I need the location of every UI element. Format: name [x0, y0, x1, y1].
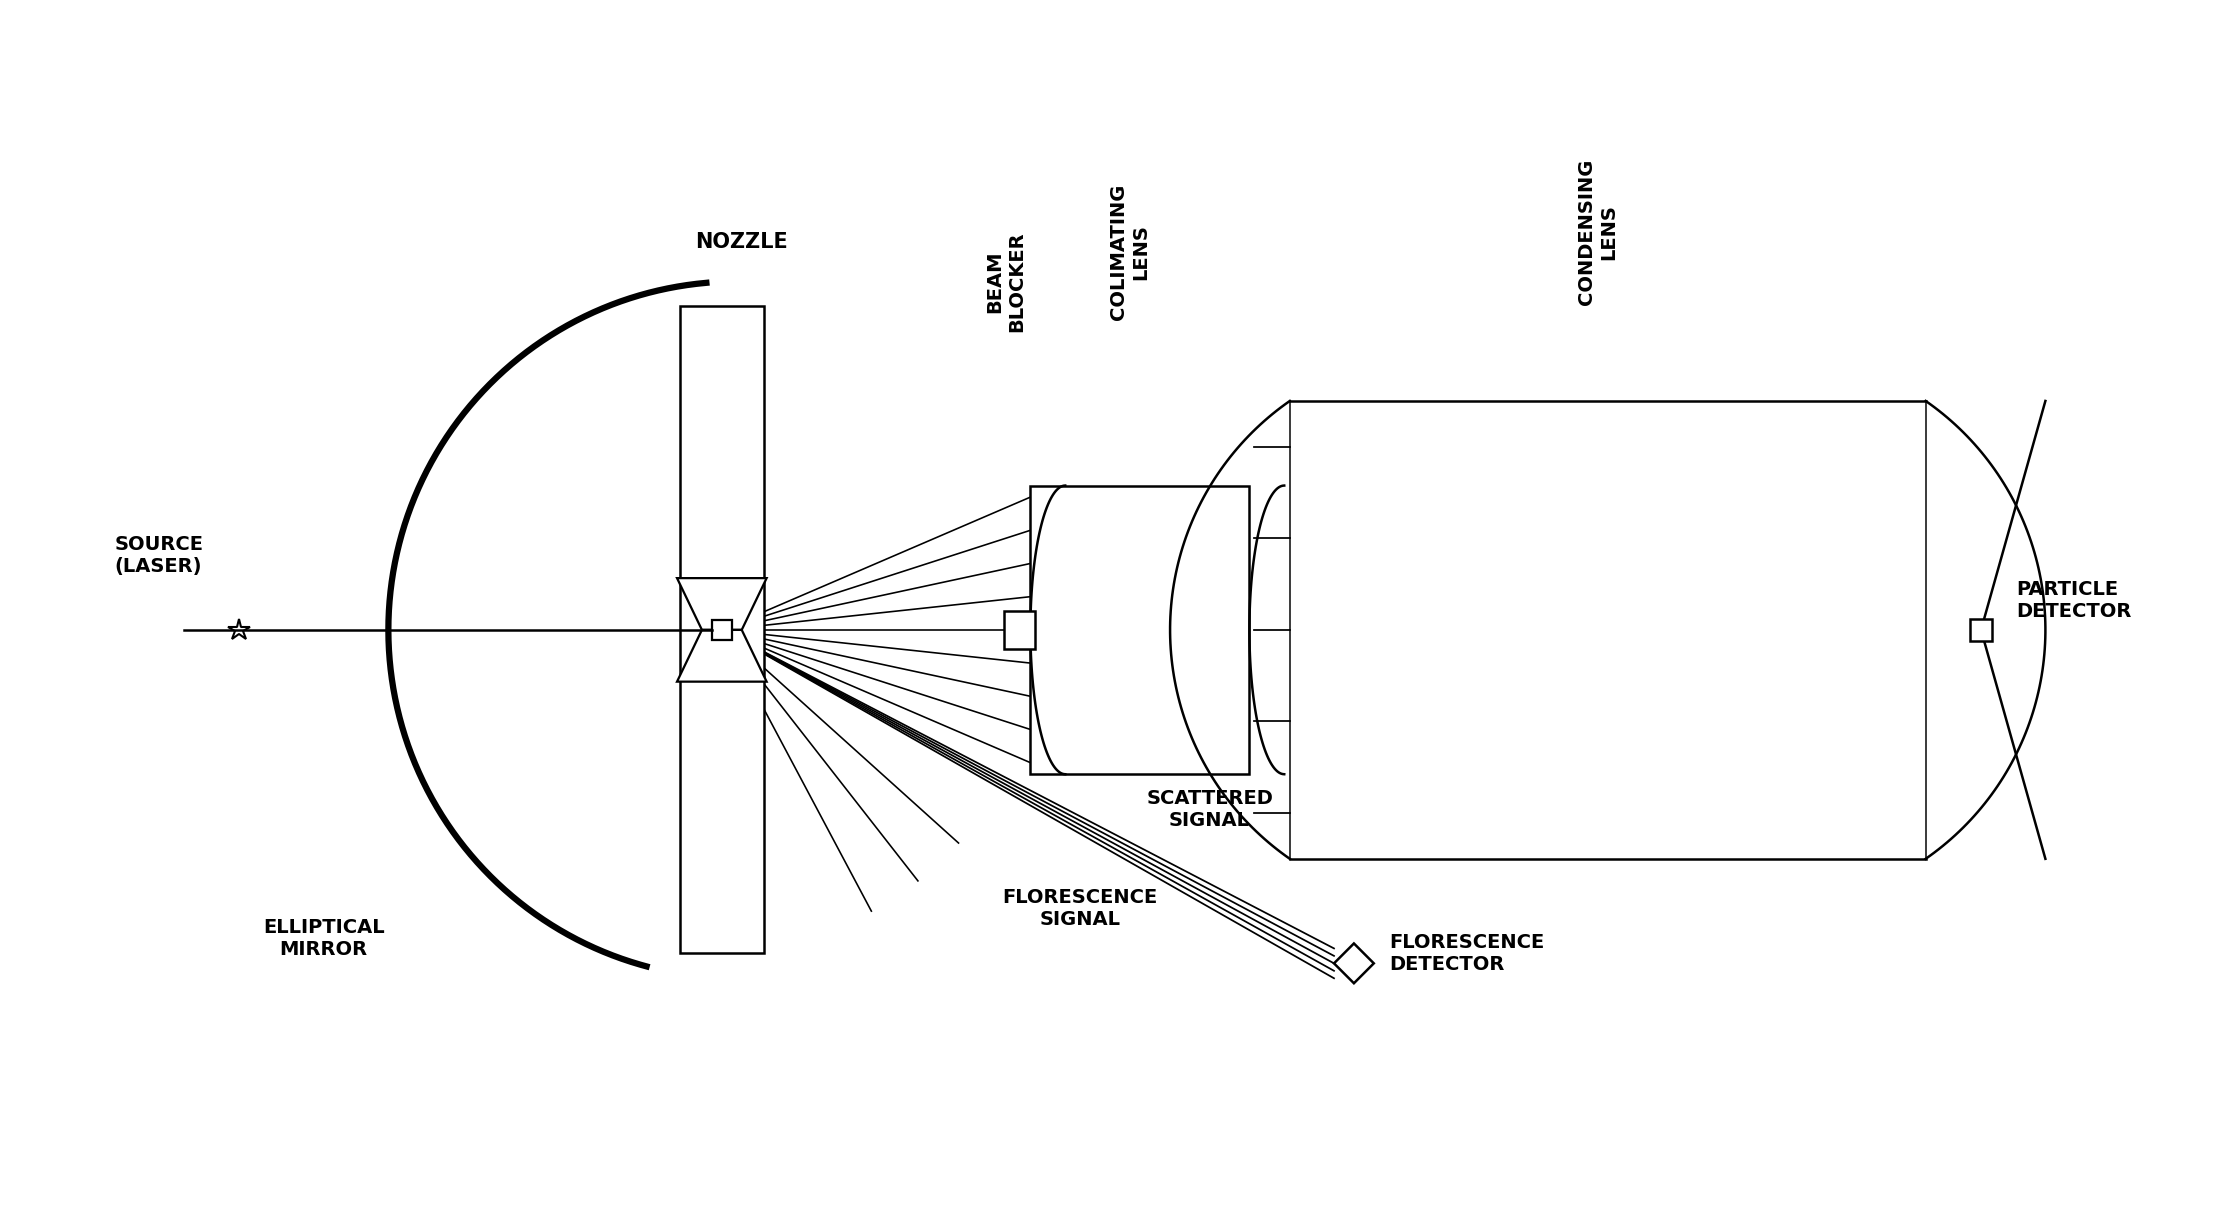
Polygon shape	[1335, 944, 1373, 984]
Text: CONDENSING
LENS: CONDENSING LENS	[1576, 159, 1619, 305]
Polygon shape	[678, 630, 767, 681]
Text: SCATTERED
SIGNAL: SCATTERED SIGNAL	[1147, 789, 1272, 830]
Bar	[1970, 620, 1992, 641]
Text: COLIMATING
LENS: COLIMATING LENS	[1109, 184, 1152, 319]
Polygon shape	[678, 578, 767, 630]
Bar	[680, 306, 765, 953]
Text: BEAM
BLOCKER: BEAM BLOCKER	[986, 231, 1026, 332]
Text: FLORESCENCE
DETECTOR: FLORESCENCE DETECTOR	[1389, 933, 1545, 974]
Text: SOURCE
(LASER): SOURCE (LASER)	[114, 535, 203, 576]
Text: FLORESCENCE
SIGNAL: FLORESCENCE SIGNAL	[1002, 888, 1158, 929]
Text: ELLIPTICAL
MIRROR: ELLIPTICAL MIRROR	[264, 918, 385, 960]
Bar	[1031, 485, 1250, 774]
Text: NOZZLE: NOZZLE	[695, 231, 787, 252]
Text: PARTICLE
DETECTOR: PARTICLE DETECTOR	[2017, 580, 2131, 621]
Bar	[711, 620, 731, 640]
Bar	[1004, 611, 1035, 649]
